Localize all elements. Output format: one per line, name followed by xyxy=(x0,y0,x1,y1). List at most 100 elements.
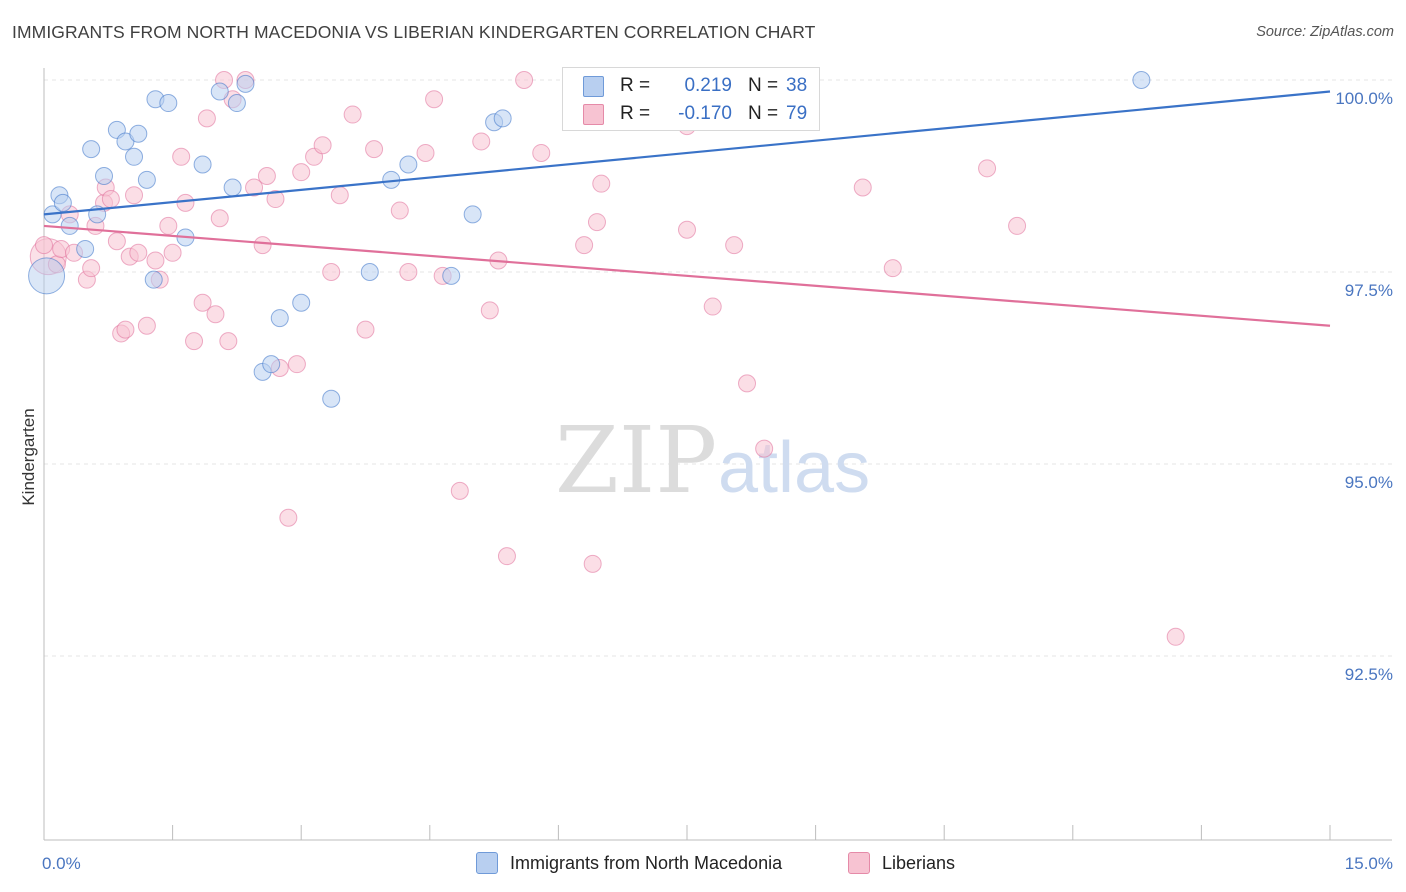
point-liberians xyxy=(725,236,744,255)
point-liberians xyxy=(193,293,212,312)
point-liberians xyxy=(245,178,264,197)
point-north-macedonia xyxy=(129,124,148,143)
point-north-macedonia xyxy=(360,263,379,281)
watermark-atlas: atlas xyxy=(718,428,870,508)
point-north-macedonia xyxy=(125,147,144,166)
point-liberians xyxy=(399,263,418,281)
point-north-macedonia xyxy=(95,167,114,185)
point-liberians xyxy=(292,163,311,182)
point-liberians xyxy=(1166,627,1185,646)
point-liberians xyxy=(330,186,349,205)
point-liberians xyxy=(450,481,469,500)
point-liberians xyxy=(253,236,272,255)
tick-labels: 100.0% 97.5% 95.0% 92.5% 0.0% 15.0% xyxy=(42,89,1393,873)
point-north-macedonia xyxy=(60,216,79,235)
legend-n-label: N = xyxy=(748,75,779,96)
point-liberians xyxy=(883,259,902,278)
point-liberians xyxy=(343,105,362,124)
y-tick-label: 100.0% xyxy=(1335,89,1393,108)
point-liberians xyxy=(978,159,997,178)
bottom-legend-label: Immigrants from North Macedonia xyxy=(510,852,783,873)
y-tick-label: 95.0% xyxy=(1345,473,1393,492)
point-liberians xyxy=(678,220,696,239)
trendline-liberians xyxy=(43,224,1331,327)
point-north-macedonia xyxy=(82,140,101,159)
point-north-macedonia xyxy=(463,205,482,224)
legend-swatch-pink xyxy=(583,103,604,125)
point-north-macedonia xyxy=(53,193,72,212)
legend-r-value: 0.219 xyxy=(684,75,732,96)
legend-r-label: R = xyxy=(620,103,651,124)
point-north-macedonia xyxy=(236,74,255,93)
point-liberians xyxy=(416,143,435,162)
point-liberians xyxy=(587,213,606,232)
watermark: ZIP atlas xyxy=(555,407,870,514)
legend-swatch-blue xyxy=(583,75,604,97)
point-north-macedonia xyxy=(210,82,229,101)
point-liberians xyxy=(210,209,229,228)
point-liberians xyxy=(159,216,178,235)
bottom-legend-label: Liberians xyxy=(882,852,956,873)
point-north-macedonia xyxy=(262,355,281,374)
point-liberians xyxy=(172,147,191,166)
point-liberians xyxy=(129,243,148,262)
watermark-zip: ZIP xyxy=(555,407,717,514)
y-tick-label: 92.5% xyxy=(1345,665,1393,684)
point-liberians xyxy=(532,143,551,162)
point-liberians xyxy=(185,332,204,351)
point-north-macedonia xyxy=(28,257,66,295)
point-liberians xyxy=(515,71,534,89)
point-liberians xyxy=(356,320,375,339)
point-liberians xyxy=(583,554,602,573)
point-liberians xyxy=(125,186,144,205)
point-liberians xyxy=(497,547,516,566)
y-axis-label: Kindergarten xyxy=(19,408,38,505)
point-liberians xyxy=(266,190,285,209)
point-liberians xyxy=(1008,216,1027,235)
bottom-legend-swatch-blue xyxy=(476,852,498,874)
trendline-north-macedonia xyxy=(43,90,1331,216)
stats-legend: R = 0.219 N = 38 R = -0.170 N = 79 xyxy=(562,67,820,131)
point-north-macedonia xyxy=(193,155,212,174)
point-liberians xyxy=(176,193,195,212)
point-liberians xyxy=(146,251,165,270)
bottom-legend-swatch-pink xyxy=(848,852,870,874)
point-liberians xyxy=(703,297,722,316)
point-liberians xyxy=(82,259,101,278)
y-tick-label: 97.5% xyxy=(1345,281,1393,300)
point-liberians xyxy=(365,140,384,159)
point-north-macedonia xyxy=(322,389,341,408)
point-north-macedonia xyxy=(76,239,95,258)
point-liberians xyxy=(472,132,491,151)
point-north-macedonia xyxy=(144,270,163,289)
point-north-macedonia xyxy=(223,178,242,197)
axes xyxy=(43,68,1392,841)
point-north-macedonia xyxy=(159,94,178,113)
point-liberians xyxy=(107,232,126,251)
source-label: Source: ZipAtlas.com xyxy=(1256,24,1394,40)
point-liberians xyxy=(137,316,156,335)
legend-n-value: 38 xyxy=(786,75,808,96)
point-liberians xyxy=(101,190,120,209)
point-liberians xyxy=(575,236,594,255)
legend-row-liberians: R = -0.170 N = 79 xyxy=(583,101,807,127)
legend-r-value: -0.170 xyxy=(678,103,732,124)
trendlines xyxy=(43,90,1331,327)
point-north-macedonia xyxy=(442,266,461,285)
bottom-legend-liberians: Liberians xyxy=(848,852,955,874)
point-liberians xyxy=(313,136,332,155)
point-liberians xyxy=(257,167,276,185)
x-tick-label: 0.0% xyxy=(42,854,81,873)
point-liberians xyxy=(287,355,306,374)
point-north-macedonia xyxy=(137,170,156,189)
x-tick-label: 15.0% xyxy=(1345,854,1393,873)
legend-r-label: R = xyxy=(620,75,651,96)
point-liberians xyxy=(322,263,341,281)
point-liberians xyxy=(206,305,225,324)
point-liberians xyxy=(480,301,499,320)
point-north-macedonia xyxy=(493,109,512,128)
legend-n-label: N = xyxy=(748,103,779,124)
point-north-macedonia xyxy=(292,293,311,312)
chart-title: IMMIGRANTS FROM NORTH MACEDONIA VS LIBER… xyxy=(12,22,816,42)
point-liberians xyxy=(163,243,182,262)
